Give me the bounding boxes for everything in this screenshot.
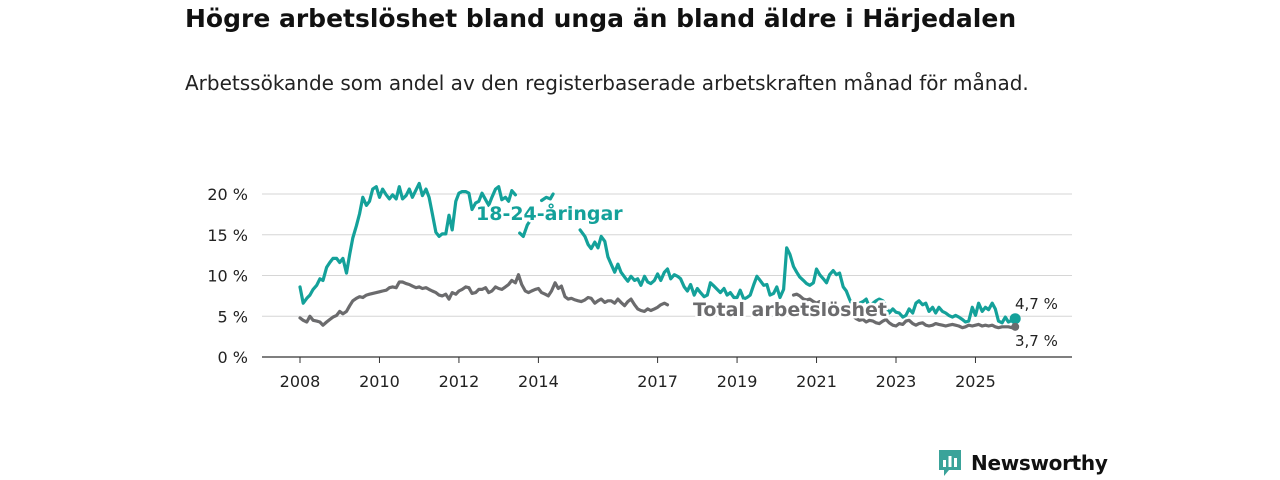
series-line-youth bbox=[518, 213, 534, 238]
y-tick-label: 15 % bbox=[207, 226, 248, 245]
series-line-youth bbox=[298, 181, 517, 305]
series-line-youth bbox=[578, 228, 1017, 325]
x-tick-label: 2014 bbox=[518, 372, 559, 391]
newsworthy-logo[interactable]: Newsworthy bbox=[937, 448, 1108, 478]
total-end-marker bbox=[1011, 322, 1020, 331]
y-tick-label: 20 % bbox=[207, 185, 248, 204]
bar-chart-speech-icon bbox=[939, 450, 961, 476]
series-line-total bbox=[298, 273, 670, 327]
y-tick-label: 10 % bbox=[207, 267, 248, 286]
x-tick-label: 2023 bbox=[876, 372, 917, 391]
youth-end-value-label: 4,7 % bbox=[1015, 295, 1058, 313]
x-tick-label: 2025 bbox=[955, 372, 996, 391]
x-tick-label: 2008 bbox=[280, 372, 321, 391]
y-tick-label: 5 % bbox=[218, 307, 248, 326]
series-line-youth bbox=[540, 192, 555, 203]
series-label-total: Total arbetslöshet bbox=[693, 299, 887, 321]
youth-end-marker bbox=[1009, 313, 1021, 325]
x-tick-label: 2019 bbox=[717, 372, 758, 391]
brand-name: Newsworthy bbox=[971, 451, 1108, 475]
chart-subtitle: Arbetssökande som andel av den registerb… bbox=[185, 71, 1029, 95]
y-tick-label: 0 % bbox=[218, 348, 248, 367]
total-end-value-label: 3,7 % bbox=[1015, 332, 1058, 350]
x-tick-label: 2010 bbox=[359, 372, 400, 391]
x-tick-label: 2021 bbox=[796, 372, 837, 391]
x-axis: 2008 2010 2012 2014 2017 2019 2021 2023 2025 bbox=[262, 356, 1072, 391]
x-tick-label: 2012 bbox=[439, 372, 480, 391]
series-layer bbox=[298, 181, 1021, 331]
series-label-youth-halo: 18-24-åringar bbox=[476, 201, 623, 225]
chart-title: Högre arbetslöshet bland unga än bland ä… bbox=[185, 4, 1017, 33]
x-tick-label: 2017 bbox=[637, 372, 678, 391]
grid-layer bbox=[262, 193, 1072, 317]
series-label-total-halo: Total arbetslöshet bbox=[693, 299, 887, 321]
series-label-youth: 18-24-åringar bbox=[476, 201, 623, 225]
series-line-total bbox=[791, 292, 1017, 330]
y-axis: 0 % 5 % 10 % 15 % 20 % bbox=[207, 185, 248, 367]
